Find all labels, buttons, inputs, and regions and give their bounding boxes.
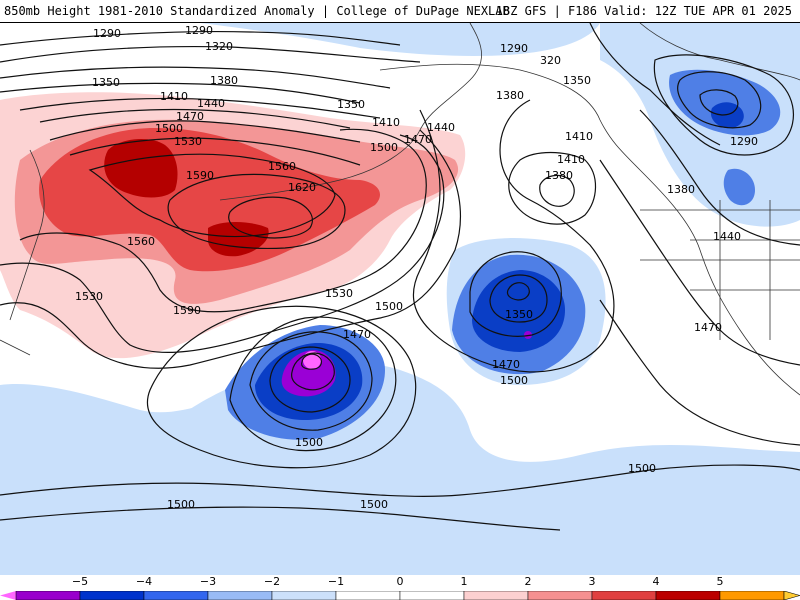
colorbar-bin	[207, 591, 273, 600]
contour-label: 1500	[370, 141, 398, 154]
colorbar-bin	[271, 591, 337, 600]
colorbar	[0, 591, 800, 600]
contour-label: 1320	[205, 40, 233, 53]
contour-label: 1440	[713, 230, 741, 243]
color-legend: −5 −4 −3 −2 −1 0 1 2 3 4 5	[0, 575, 800, 600]
model-run-info: 18Z GFS | F186 Valid: 12Z TUE APR 01 202…	[495, 4, 792, 18]
contour-label: 1380	[496, 89, 524, 102]
contour-label: 1350	[505, 308, 533, 321]
contour-label: 1290	[730, 135, 758, 148]
height-contours	[0, 23, 800, 531]
title-bar: 850mb Height 1981-2010 Standardized Anom…	[0, 0, 800, 23]
colorbar-bin	[719, 591, 785, 600]
colorbar-bin	[399, 591, 465, 600]
contour-label: 1500	[500, 374, 528, 387]
contour-label: 1440	[427, 121, 455, 134]
colorbar-tick-label: 5	[716, 575, 724, 588]
colorbar-arrow-right	[783, 591, 800, 600]
contour-label: 1500	[155, 122, 183, 135]
contour-label: 1290	[500, 42, 528, 55]
contour-label: 1470	[343, 328, 371, 341]
contour-label: 1530	[75, 290, 103, 303]
colorbar-tick-label: −2	[263, 575, 281, 588]
colorbar-arrow-left	[0, 591, 16, 600]
contour-label: 1500	[167, 498, 195, 511]
contour-label: 1500	[375, 300, 403, 313]
anomaly-map: 1290 1320 1350 1380 1410 1440 1470 1500 …	[0, 23, 800, 575]
contour-label: 1590	[186, 169, 214, 182]
colorbar-tick-label: 3	[588, 575, 596, 588]
colorbar-tick-label: −5	[71, 575, 89, 588]
contour-label: 1530	[325, 287, 353, 300]
contour-label: 1290	[93, 27, 121, 40]
contour-label: 1410	[565, 130, 593, 143]
colorbar-bin	[463, 591, 529, 600]
contour-label: 1530	[174, 135, 202, 148]
contour-label: 1500	[295, 436, 323, 449]
colorbar-bin	[143, 591, 209, 600]
contour-label: 1380	[545, 169, 573, 182]
contour-label: 1350	[337, 98, 365, 111]
contour-label: 1560	[268, 160, 296, 173]
contour-label: 1380	[210, 74, 238, 87]
colorbar-tick-label: 2	[524, 575, 532, 588]
contour-label: 1470	[176, 110, 204, 123]
map-title: 850mb Height 1981-2010 Standardized Anom…	[4, 4, 510, 18]
colorbar-bin	[335, 591, 401, 600]
contour-label: 320	[540, 54, 561, 67]
contour-label: 1470	[404, 133, 432, 146]
coastlines	[0, 23, 800, 396]
colorbar-tick-label: 4	[652, 575, 660, 588]
colorbar-bin	[15, 591, 81, 600]
contour-label: 1440	[197, 97, 225, 110]
colorbar-tick-label: −1	[327, 575, 345, 588]
contour-label: 1410	[372, 116, 400, 129]
colorbar-bin	[79, 591, 145, 600]
colorbar-tick-label: −3	[199, 575, 217, 588]
contour-labels: 1290 1320 1350 1380 1410 1440 1470 1500 …	[75, 24, 758, 511]
anomaly-plus4-fill	[104, 138, 269, 257]
contour-label: 1560	[127, 235, 155, 248]
colorbar-bins	[15, 591, 785, 600]
contour-label: 1590	[173, 304, 201, 317]
colorbar-tick-label: 0	[396, 575, 404, 588]
contour-label: 1500	[360, 498, 388, 511]
contour-label: 1290	[185, 24, 213, 37]
contour-label: 1410	[160, 90, 188, 103]
colorbar-bin	[527, 591, 593, 600]
colorbar-bin	[591, 591, 657, 600]
contour-label: 1470	[694, 321, 722, 334]
contour-label: 1500	[628, 462, 656, 475]
contour-label: 1380	[667, 183, 695, 196]
contour-label: 1410	[557, 153, 585, 166]
contour-label: 1470	[492, 358, 520, 371]
contour-label: 1350	[563, 74, 591, 87]
colorbar-tick-label: −4	[135, 575, 153, 588]
colorbar-bin	[655, 591, 721, 600]
contour-label: 1350	[92, 76, 120, 89]
contour-label: 1620	[288, 181, 316, 194]
colorbar-tick-label: 1	[460, 575, 468, 588]
